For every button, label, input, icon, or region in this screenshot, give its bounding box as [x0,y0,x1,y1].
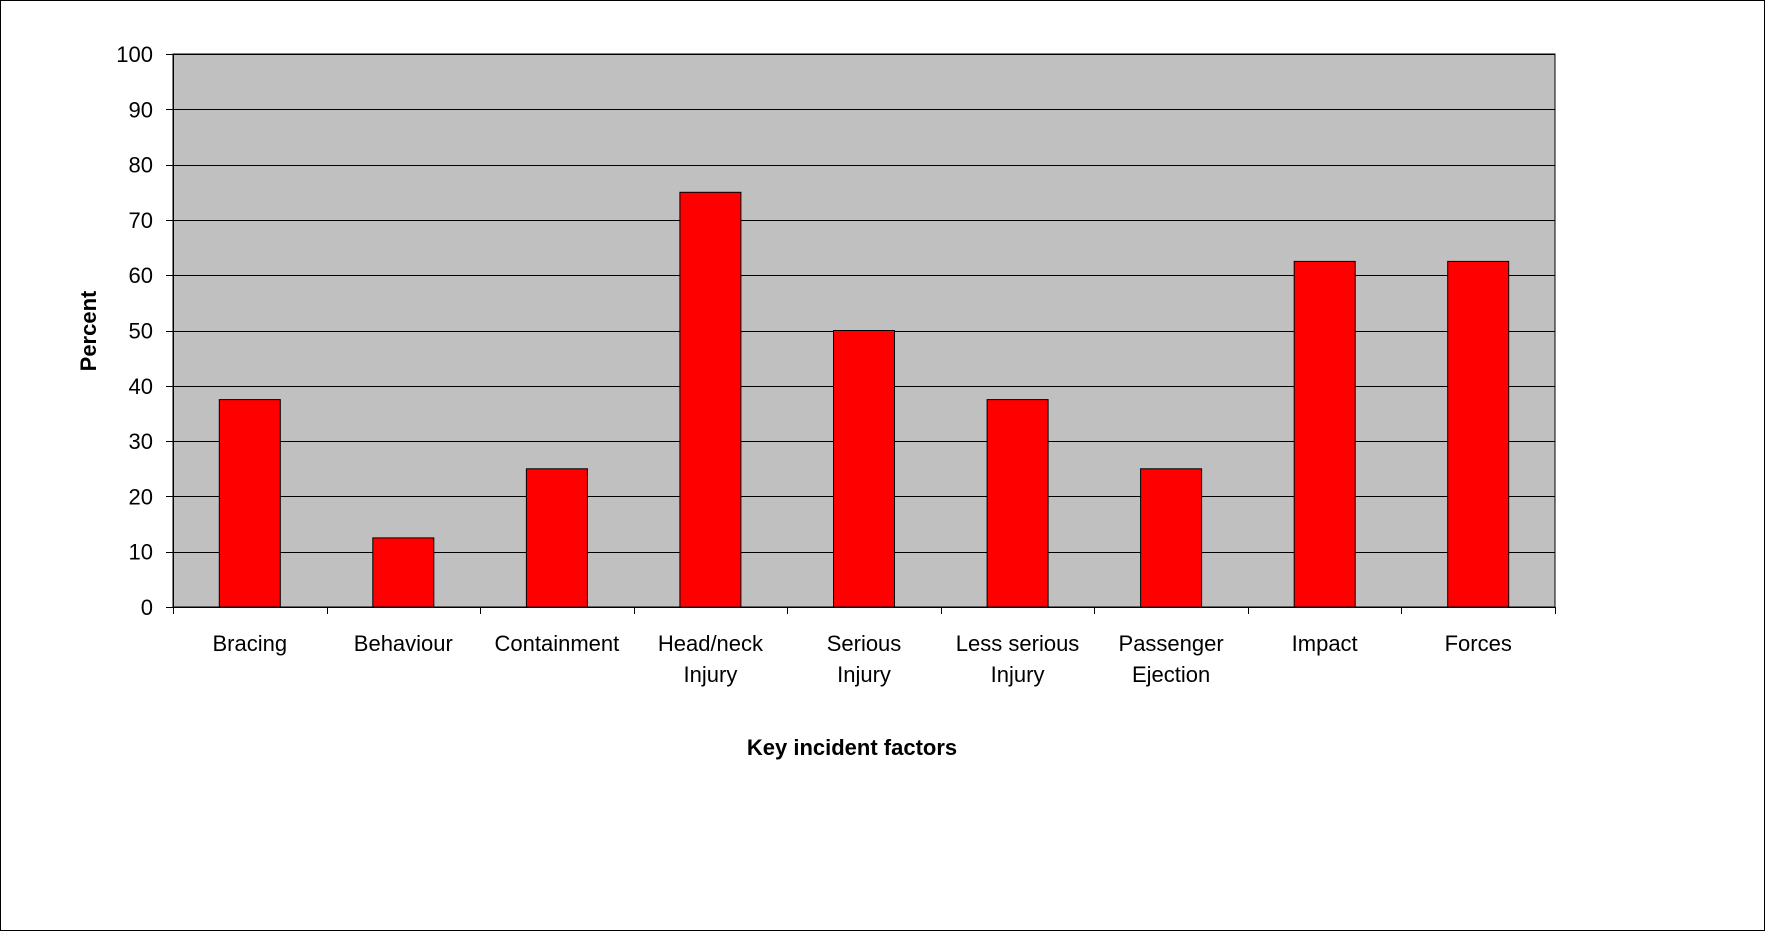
y-tick-label-40: 40 [129,374,153,399]
axes [166,54,1556,614]
bar-2 [525,468,588,608]
x-tick-label-line: Containment [495,631,620,656]
bar-4 [833,330,895,608]
bar-3 [679,191,742,608]
x-tick-label-line: Behaviour [354,631,453,656]
y-tick-label-20: 20 [129,484,153,509]
x-tick-label-7: Impact [1292,631,1358,656]
y-tick-label-60: 60 [129,263,153,288]
x-tick-label-5: Less serious Injury [956,631,1080,687]
x-tick-label-line: Ejection [1132,662,1210,687]
y-tick-label-90: 90 [129,97,153,122]
x-tick-label-6: Passenger Ejection [1119,631,1224,687]
x-tick-label-line: Injury [837,662,891,687]
bar-7 [1293,260,1356,608]
bar-0 [218,399,281,608]
x-tick-label-line: Less serious [956,631,1080,656]
x-tick-label-line: Injury [684,662,738,687]
x-tick-label-0: Bracing [212,631,287,656]
bar-1 [372,537,435,608]
y-tick-label-100: 100 [116,42,153,67]
y-tick-label-30: 30 [129,429,153,454]
x-tick-label-line: Injury [991,662,1045,687]
bar-6 [1140,468,1203,608]
x-tick-labels: Bracing Behaviour Containment Head/neck Inju… [212,631,1511,687]
bar-8 [1447,260,1510,608]
y-tick-label-0: 0 [141,595,153,620]
x-tick-label-3: Head/neck Injury [658,631,764,687]
x-tick-label-line: Forces [1445,631,1512,656]
y-axis-title: Percent [76,290,101,371]
x-tick-label-line: Passenger [1119,631,1224,656]
x-tick-label-line: Head/neck [658,631,764,656]
x-tick-label-line: Serious [827,631,902,656]
x-tick-label-4: Serious Injury [827,631,902,687]
bar-5 [986,399,1049,608]
x-tick-label-8: Forces [1445,631,1512,656]
y-tick-label-70: 70 [129,208,153,233]
x-tick-label-1: Behaviour [354,631,453,656]
x-tick-label-2: Containment [495,631,620,656]
y-tick-labels: 0 10 20 30 40 50 60 70 80 90 100 [116,42,153,620]
y-tick-label-50: 50 [129,319,153,344]
x-tick-label-line: Bracing [212,631,287,656]
y-tick-label-80: 80 [129,153,153,178]
x-tick-label-line: Impact [1292,631,1358,656]
y-tick-label-10: 10 [129,540,153,565]
x-axis-title: Key incident factors [747,735,957,760]
